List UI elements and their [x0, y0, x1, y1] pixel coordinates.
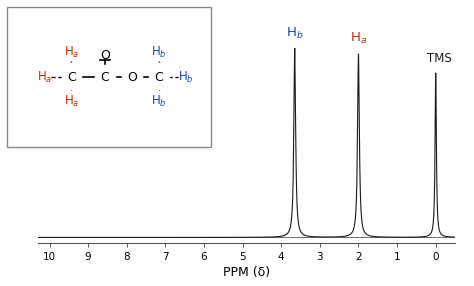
- Text: O: O: [100, 49, 110, 62]
- Text: H$_b$: H$_b$: [178, 70, 194, 85]
- Text: C: C: [67, 71, 76, 84]
- Text: H$_a$: H$_a$: [64, 94, 79, 109]
- Text: C: C: [100, 71, 109, 84]
- X-axis label: PPM (δ): PPM (δ): [223, 266, 270, 279]
- Text: TMS: TMS: [427, 52, 452, 65]
- Text: H$_b$: H$_b$: [151, 94, 167, 109]
- Text: H$_b$: H$_b$: [151, 45, 167, 60]
- Text: H$_b$: H$_b$: [286, 26, 303, 41]
- Text: H$_a$: H$_a$: [36, 70, 52, 85]
- Text: H$_a$: H$_a$: [64, 45, 79, 60]
- Text: C: C: [155, 71, 164, 84]
- Text: H$_a$: H$_a$: [350, 31, 367, 47]
- Text: O: O: [127, 71, 137, 84]
